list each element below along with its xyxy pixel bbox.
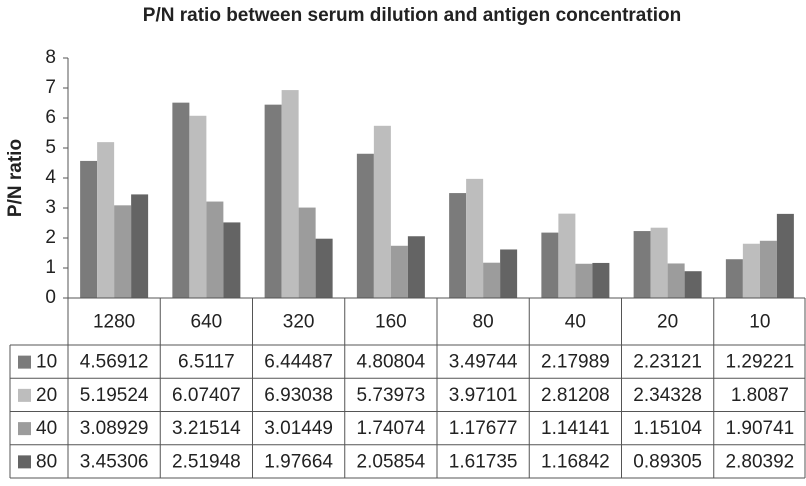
table-cell: 5.19524 <box>80 385 149 406</box>
table-cell: 4.80804 <box>357 352 426 373</box>
table-cell: 6.5117 <box>178 352 235 373</box>
bar <box>189 115 207 299</box>
bar <box>500 249 518 298</box>
table-cell: 2.80392 <box>726 451 795 472</box>
table-cell: 1.15104 <box>633 418 702 439</box>
table-cell: 3.01449 <box>264 418 333 439</box>
bar <box>264 104 282 298</box>
table-cell: 1.14141 <box>541 418 610 439</box>
x-tick-label: 10 <box>749 312 770 333</box>
table-cell: 2.23121 <box>633 352 702 373</box>
table-cell: 4.56912 <box>80 352 149 373</box>
bar <box>759 240 777 298</box>
table-cell: 3.45306 <box>80 451 149 472</box>
bar <box>650 227 668 298</box>
legend-swatch <box>18 355 31 369</box>
legend-label: 80 <box>36 451 57 472</box>
y-tick-label: 6 <box>45 107 56 128</box>
x-tick-label: 1280 <box>93 312 135 333</box>
legend-swatch <box>18 422 31 436</box>
bar <box>684 271 702 298</box>
bar <box>114 205 132 298</box>
legend-swatch <box>18 455 31 469</box>
table-cell: 1.16842 <box>541 451 610 472</box>
chart-title: P/N ratio between serum dilution and ant… <box>143 5 681 26</box>
bar <box>742 243 760 298</box>
x-tick-label: 160 <box>375 312 407 333</box>
table-cell: 6.44487 <box>264 352 333 373</box>
table-cell: 2.34328 <box>633 385 702 406</box>
bar <box>315 238 333 298</box>
x-tick-label: 320 <box>283 312 315 333</box>
table-cell: 2.81208 <box>541 385 610 406</box>
table-cell: 1.17677 <box>449 418 518 439</box>
bar <box>223 222 241 298</box>
bar <box>206 201 224 298</box>
table-cell: 3.97101 <box>449 385 518 406</box>
y-axis-label: P/N ratio <box>5 139 26 217</box>
bar <box>592 262 610 298</box>
table-cell: 0.89305 <box>633 451 702 472</box>
x-tick-label: 80 <box>473 312 494 333</box>
bar <box>558 213 576 298</box>
bar <box>356 153 374 298</box>
legend-label: 40 <box>36 418 57 439</box>
bar <box>633 231 651 298</box>
y-tick-label: 1 <box>45 257 56 278</box>
table-cell: 1.74074 <box>357 418 426 439</box>
y-tick-label: 5 <box>45 137 56 158</box>
bar <box>466 178 484 298</box>
table-cell: 2.51948 <box>172 451 241 472</box>
x-tick-label: 20 <box>657 312 678 333</box>
bar <box>373 125 391 298</box>
bar <box>667 263 685 298</box>
legend-label: 20 <box>36 385 57 406</box>
y-tick-label: 2 <box>45 227 56 248</box>
bar <box>390 245 408 298</box>
y-tick-label: 0 <box>45 287 56 308</box>
table-cell: 2.17989 <box>541 352 610 373</box>
bar <box>541 232 559 298</box>
bar <box>725 259 743 298</box>
legend-swatch <box>18 388 31 402</box>
bar <box>281 90 299 299</box>
bar <box>80 160 98 298</box>
table-cell: 1.29221 <box>726 352 795 373</box>
x-tick-label: 40 <box>565 312 586 333</box>
table-cell: 1.90741 <box>726 418 795 439</box>
table-cell: 3.49744 <box>449 352 518 373</box>
bar <box>449 193 467 298</box>
table-cell: 3.21514 <box>172 418 241 439</box>
table-cell: 1.8087 <box>731 385 789 406</box>
table-cell: 3.08929 <box>80 418 149 439</box>
bar <box>407 236 425 298</box>
legend-label: 10 <box>36 352 57 373</box>
bar <box>776 213 794 298</box>
y-tick-label: 3 <box>45 197 56 218</box>
table-cell: 6.93038 <box>264 385 333 406</box>
bar <box>575 263 593 298</box>
bar <box>172 102 190 298</box>
bar <box>483 262 501 298</box>
x-tick-label: 640 <box>191 312 223 333</box>
table-cell: 1.97664 <box>264 451 333 472</box>
table-cell: 6.07407 <box>172 385 241 406</box>
table-cell: 1.61735 <box>449 451 518 472</box>
bar <box>131 194 149 298</box>
bar <box>298 207 316 298</box>
table-cell: 5.73973 <box>357 385 426 406</box>
table-cell: 2.05854 <box>357 451 426 472</box>
bar <box>97 142 115 298</box>
y-tick-label: 7 <box>45 77 56 98</box>
y-tick-label: 4 <box>45 167 56 188</box>
y-tick-label: 8 <box>45 47 56 68</box>
